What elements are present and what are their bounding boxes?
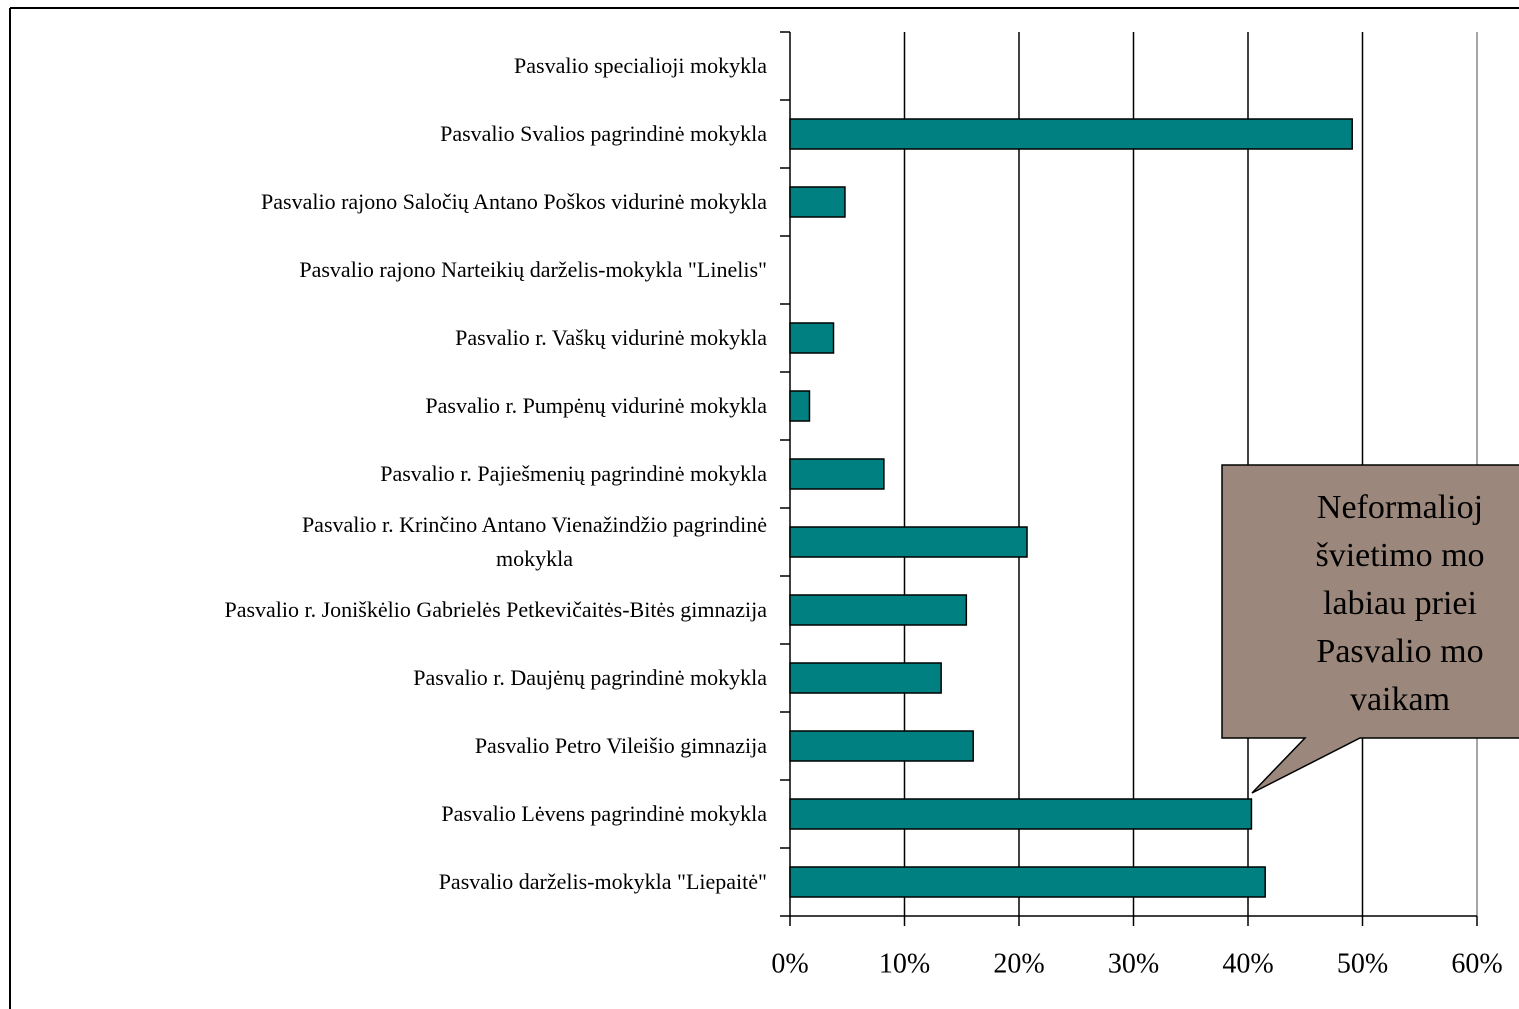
callout-text: Pasvalio mo (1316, 633, 1483, 670)
bar (789, 322, 835, 354)
y-tick-label: Pasvalio specialioji mokykla (514, 53, 767, 78)
bar (789, 118, 1353, 150)
x-tick-label: 50% (1337, 948, 1388, 979)
bar (789, 730, 974, 762)
bar (789, 458, 885, 490)
callout-text: švietimo mo (1315, 537, 1484, 574)
bar (789, 526, 1028, 558)
y-tick-label: Pasvalio r. Krinčino Antano Vienažindžio… (301, 512, 767, 571)
bar (789, 662, 942, 694)
y-tick-label: Pasvalio Petro Vileišio gimnazija (474, 733, 767, 758)
x-tick-label: 20% (993, 948, 1044, 979)
callout-text: labiau priei (1323, 585, 1477, 622)
y-tick-label: Pasvalio r. Pumpėnų vidurinė mokykla (425, 393, 767, 418)
x-tick-label: 60% (1451, 948, 1502, 979)
y-tick-label: Pasvalio rajono Saločių Antano Poškos vi… (261, 189, 767, 214)
x-tick-label: 40% (1222, 948, 1273, 979)
x-tick-label: 30% (1108, 948, 1159, 979)
y-tick-label: Pasvalio r. Vaškų vidurinė mokykla (455, 325, 767, 350)
y-tick-label: Pasvalio rajono Narteikių darželis-mokyk… (299, 257, 767, 282)
y-tick-label: Pasvalio r. Pajiešmenių pagrindinė mokyk… (380, 461, 767, 486)
x-tick-label: 10% (879, 948, 930, 979)
callout (1221, 464, 1519, 794)
bar (789, 390, 811, 422)
y-tick-label: Pasvalio r. Daujėnų pagrindinė mokykla (413, 665, 767, 690)
callout-text: Neformalioj (1317, 489, 1483, 526)
bar (789, 186, 846, 218)
y-tick-label: Pasvalio darželis-mokykla "Liepaitė" (438, 869, 767, 894)
callout-text: vaikam (1350, 681, 1450, 718)
y-tick-label: Pasvalio Svalios pagrindinė mokykla (440, 121, 767, 146)
bar (789, 866, 1266, 898)
bar (789, 594, 968, 626)
bar (789, 798, 1253, 830)
x-tick-label: 0% (771, 948, 808, 979)
y-tick-label: Pasvalio Lėvens pagrindinė mokykla (441, 801, 767, 826)
y-tick-label: Pasvalio r. Joniškėlio Gabrielės Petkevi… (224, 597, 767, 622)
